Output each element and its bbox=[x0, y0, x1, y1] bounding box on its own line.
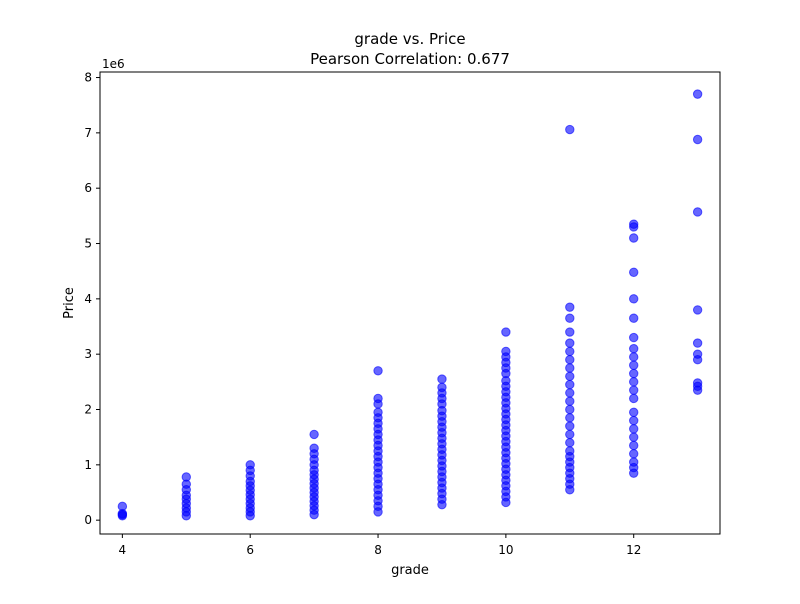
data-point bbox=[629, 440, 639, 451]
y-tick-label: 7 bbox=[84, 126, 92, 140]
data-point bbox=[629, 449, 639, 459]
data-point bbox=[692, 134, 703, 145]
data-point bbox=[437, 382, 447, 393]
chart-title: grade vs. Price bbox=[354, 30, 465, 48]
data-point bbox=[629, 219, 639, 229]
data-point bbox=[373, 366, 383, 376]
y-axis-label: Price bbox=[62, 287, 77, 319]
data-point bbox=[629, 267, 639, 277]
chart-subtitle: Pearson Correlation: 0.677 bbox=[310, 50, 510, 68]
x-axis-ticks: 4 6 8 10 12 bbox=[119, 534, 641, 557]
y-tick-label: 1 bbox=[84, 458, 92, 472]
data-point bbox=[565, 371, 575, 382]
data-point bbox=[629, 415, 639, 426]
data-point bbox=[565, 346, 575, 357]
data-point bbox=[245, 460, 255, 470]
data-point bbox=[565, 446, 575, 456]
data-point bbox=[629, 424, 639, 434]
data-point bbox=[629, 385, 639, 395]
data-point bbox=[692, 305, 703, 315]
data-point bbox=[565, 388, 575, 398]
data-point bbox=[629, 332, 639, 343]
data-point bbox=[373, 393, 383, 404]
data-point bbox=[565, 413, 575, 423]
y-tick-label: 5 bbox=[84, 237, 92, 251]
plot-area-frame bbox=[99, 71, 721, 535]
x-axis-label: grade bbox=[391, 563, 429, 578]
data-point bbox=[373, 407, 383, 417]
data-point bbox=[629, 457, 639, 467]
data-point bbox=[692, 338, 703, 348]
data-point bbox=[629, 352, 639, 362]
data-point bbox=[565, 302, 575, 312]
data-point bbox=[692, 207, 703, 217]
data-point bbox=[629, 377, 639, 387]
y-axis-ticks: 0 1 2 3 4 5 6 7 8 bbox=[84, 71, 100, 527]
x-tick-label: 10 bbox=[498, 543, 513, 557]
data-point bbox=[565, 379, 575, 390]
data-point bbox=[565, 363, 575, 373]
data-point bbox=[565, 338, 575, 348]
x-tick-label: 4 bbox=[119, 543, 127, 557]
data-point bbox=[309, 443, 319, 453]
y-tick-label: 6 bbox=[84, 181, 92, 195]
y-offset-label: 1e6 bbox=[102, 57, 125, 71]
data-point bbox=[692, 89, 703, 99]
data-point bbox=[181, 472, 191, 482]
data-point bbox=[629, 294, 639, 304]
data-point bbox=[629, 432, 639, 442]
data-point bbox=[437, 374, 447, 384]
y-tick-label: 3 bbox=[84, 347, 92, 361]
data-point bbox=[629, 233, 639, 243]
data-point bbox=[565, 124, 575, 135]
data-point bbox=[692, 349, 703, 359]
data-point bbox=[117, 501, 128, 512]
data-point bbox=[309, 429, 319, 440]
data-point bbox=[565, 404, 575, 415]
data-point bbox=[565, 313, 575, 323]
data-point bbox=[629, 407, 639, 417]
data-point bbox=[501, 346, 511, 357]
data-point bbox=[565, 396, 575, 406]
data-point bbox=[629, 360, 639, 370]
data-point bbox=[565, 421, 575, 431]
y-tick-label: 8 bbox=[84, 71, 92, 85]
data-point bbox=[629, 313, 639, 323]
data-point bbox=[565, 429, 575, 440]
data-point bbox=[565, 438, 575, 448]
x-tick-label: 12 bbox=[626, 543, 641, 557]
data-point bbox=[501, 327, 511, 337]
data-point bbox=[565, 355, 575, 365]
data-point bbox=[565, 327, 575, 337]
x-tick-label: 8 bbox=[374, 543, 382, 557]
data-point bbox=[692, 378, 703, 388]
y-tick-label: 0 bbox=[84, 513, 92, 527]
y-tick-label: 4 bbox=[84, 292, 92, 306]
y-tick-label: 2 bbox=[84, 403, 92, 417]
data-point bbox=[629, 343, 639, 354]
data-point bbox=[629, 368, 639, 379]
x-tick-label: 6 bbox=[246, 543, 254, 557]
data-point bbox=[629, 393, 639, 404]
points-layer bbox=[117, 89, 703, 521]
